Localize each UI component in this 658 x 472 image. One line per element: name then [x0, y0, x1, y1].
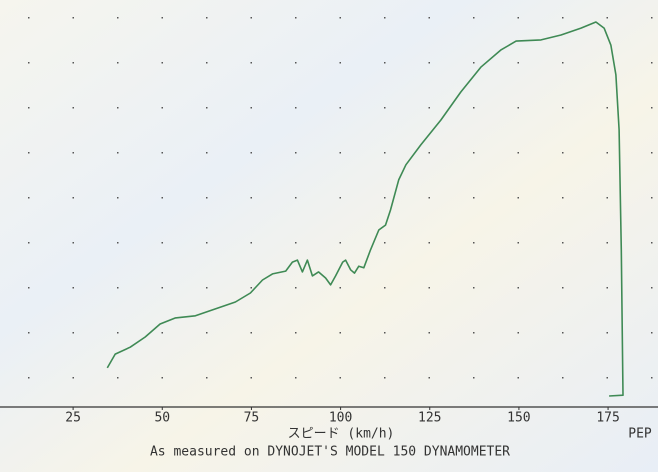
corner-label: PEP — [628, 427, 652, 442]
x-tick-label: 150 — [507, 411, 530, 426]
x-tick-label: 175 — [596, 411, 619, 426]
dot-grid — [0, 0, 658, 400]
x-tick-label: 75 — [244, 411, 260, 426]
x-axis-label: スピード (km/h) — [288, 427, 395, 442]
x-tick-label: 125 — [418, 411, 441, 426]
x-tick-label: 50 — [154, 411, 170, 426]
annotation: As measured on DYNOJET'S MODEL 150 DYNAM… — [150, 445, 510, 460]
data-line — [106, 21, 624, 397]
x-tick-label: 100 — [329, 411, 352, 426]
x-tick-label: 25 — [65, 411, 81, 426]
